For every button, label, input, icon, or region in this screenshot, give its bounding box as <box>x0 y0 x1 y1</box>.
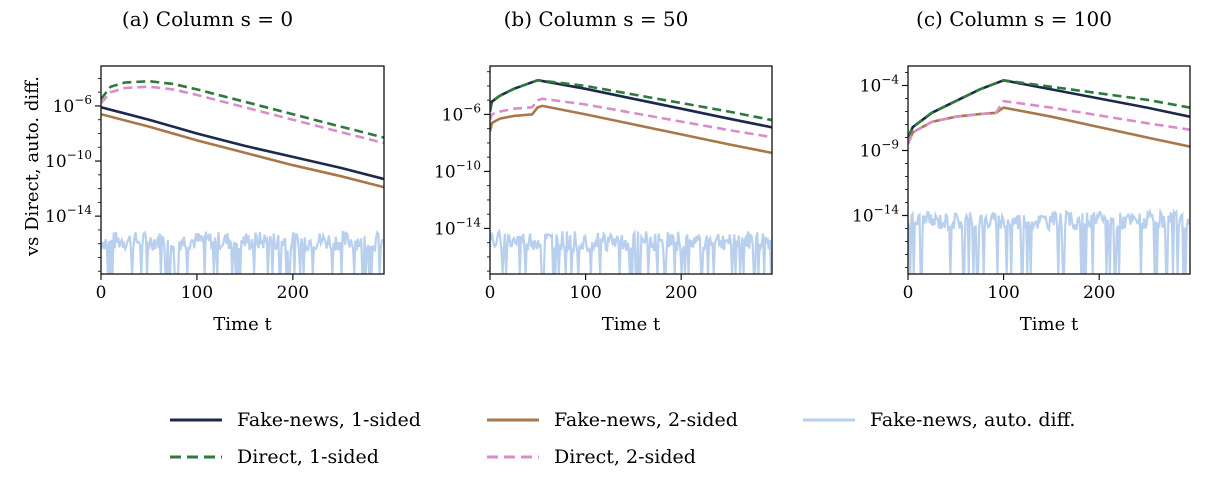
series-fake-news-2-sided <box>908 106 1190 148</box>
legend-label: Direct, 1-sided <box>237 446 379 468</box>
legend-label: Fake-news, 2-sided <box>554 409 738 431</box>
x-tick-label: 100 <box>181 283 213 303</box>
series-direct-1-sided <box>101 79 384 139</box>
y-tick-label: 10−14 <box>852 203 899 227</box>
series-fake-news-auto-diff <box>101 229 384 274</box>
panel-1: (a) Column s = 0 0 100 200 10−6 10−10 10−14 Tim… <box>45 7 385 335</box>
x-tick-label: 100 <box>569 283 601 303</box>
legend-item-direct-1-sided: Direct, 1-sided <box>170 446 379 468</box>
panels: (a) Column s = 0 0 100 200 10−6 10−10 10−14 Tim… <box>45 7 1191 335</box>
series-group <box>908 78 1190 274</box>
legend-item-fake-news-2-sided: Fake-news, 2-sided <box>487 409 738 431</box>
x-axis-label: Time t <box>213 314 272 335</box>
series-direct-2-sided <box>490 97 772 139</box>
legend-item-fake-news-auto-diff: Fake-news, auto. diff. <box>803 409 1075 431</box>
y-tick-label: 10−14 <box>45 203 92 227</box>
y-tick-label: 10−6 <box>53 93 92 117</box>
x-tick-label: 100 <box>987 283 1019 303</box>
series-fake-news-2-sided <box>101 112 384 189</box>
series-direct-2-sided <box>908 99 1190 145</box>
y-tick-label: 10−9 <box>860 138 899 162</box>
y-tick-label: 10−4 <box>860 73 900 97</box>
series-direct-1-sided <box>490 78 772 122</box>
legend-item-fake-news-1-sided: Fake-news, 1-sided <box>170 409 421 431</box>
y-tick-label: 10−10 <box>45 148 92 172</box>
legend-label: Fake-news, auto. diff. <box>870 409 1075 431</box>
series-fake-news-1-sided <box>490 78 772 129</box>
plot-frame <box>100 65 385 275</box>
x-tick-label: 0 <box>96 283 107 303</box>
legend-label: Direct, 2-sided <box>554 446 696 468</box>
x-tick-label: 200 <box>277 283 309 303</box>
panel-2: (b) Column s = 50 0 100 200 10−6 10−10 10−14 Ti… <box>434 7 773 335</box>
series-direct-1-sided <box>908 78 1190 139</box>
legend-item-direct-2-sided: Direct, 2-sided <box>487 446 696 468</box>
y-tick-label: 10−6 <box>442 101 481 125</box>
panel-title: (c) Column s = 100 <box>916 7 1112 31</box>
series-fake-news-auto-diff <box>908 207 1190 274</box>
x-tick-label: 0 <box>903 283 914 303</box>
series-group <box>490 78 772 274</box>
series-fake-news-2-sided <box>490 104 772 155</box>
x-tick-label: 200 <box>665 283 697 303</box>
y-axis-label: vs Direct, auto. diff. <box>22 76 43 257</box>
plot-frame <box>907 65 1191 275</box>
x-axis-label: Time t <box>1020 314 1079 335</box>
series-direct-2-sided <box>101 85 384 145</box>
series-fake-news-1-sided <box>908 78 1190 139</box>
panel-title: (a) Column s = 0 <box>122 7 293 31</box>
y-tick-label: 10−10 <box>434 158 481 182</box>
series-fake-news-auto-diff <box>490 228 772 274</box>
legend-label: Fake-news, 1-sided <box>237 409 421 431</box>
series-group <box>101 79 384 274</box>
x-tick-label: 200 <box>1083 283 1115 303</box>
panel-title: (b) Column s = 50 <box>504 7 689 31</box>
x-tick-label: 0 <box>485 283 496 303</box>
plot-frame <box>489 65 773 275</box>
y-tick-label: 10−14 <box>434 215 481 239</box>
panel-3: (c) Column s = 100 0 100 200 10−4 10−9 10−14 Ti… <box>852 7 1191 335</box>
legend: Fake-news, 1-sided Direct, 1-sided Fake-ne… <box>170 409 1075 468</box>
x-axis-label: Time t <box>602 314 661 335</box>
series-fake-news-1-sided <box>101 106 384 181</box>
